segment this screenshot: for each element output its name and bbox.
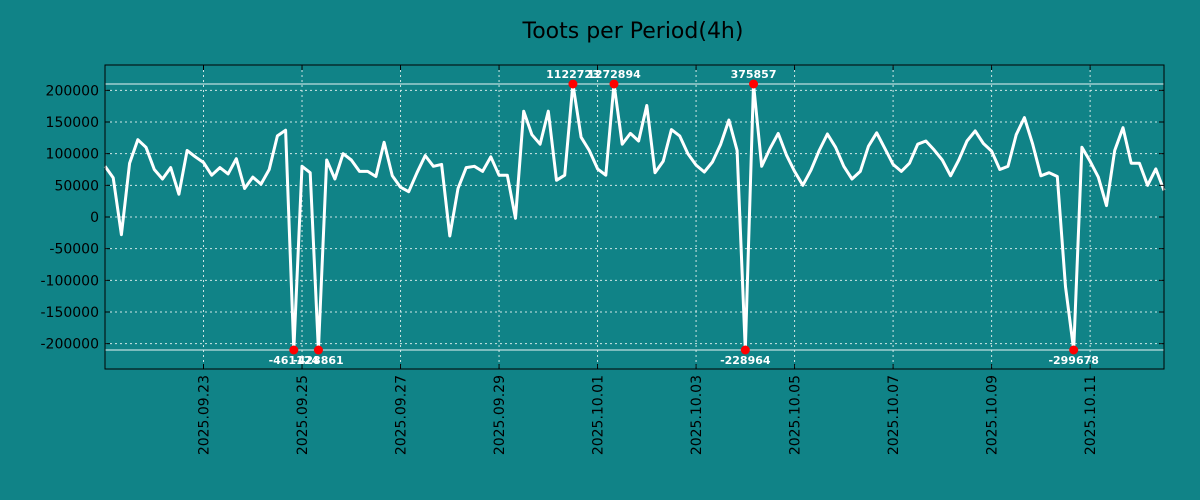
grid xyxy=(105,65,1164,369)
y-tick-label: -200000 xyxy=(41,337,100,353)
x-axis-ticks: 2025.09.23 2025.09.25 2025.09.27 2025.09.29… xyxy=(197,65,1099,455)
x-tick-label: 2025.10.01 xyxy=(591,375,607,455)
y-tick-label: -150000 xyxy=(41,305,100,321)
outlier-markers xyxy=(289,79,1079,355)
x-tick-label: 2025.09.23 xyxy=(197,375,213,455)
series-line-toots xyxy=(103,82,1166,352)
y-tick-label: -50000 xyxy=(49,242,99,258)
outlier-label: -461124 xyxy=(269,354,320,367)
outlier-label: 375857 xyxy=(731,68,777,81)
x-tick-label: 2025.10.07 xyxy=(886,375,902,455)
outlier-label: 1122723 xyxy=(546,68,600,81)
outlier-marker xyxy=(740,345,750,355)
plot-frame xyxy=(104,64,1165,370)
chart-title: Toots per Period(4h) xyxy=(522,19,744,44)
outlier-marker xyxy=(749,79,759,89)
outlier-marker xyxy=(313,345,323,355)
y-tick-label: -100000 xyxy=(41,273,100,289)
outlier-marker xyxy=(609,79,619,89)
outlier-marker xyxy=(289,345,299,355)
x-tick-label: 2025.10.03 xyxy=(689,375,705,455)
x-tick-label: 2025.10.05 xyxy=(788,375,804,455)
outlier-label: -228964 xyxy=(720,354,771,367)
outlier-marker xyxy=(1069,345,1079,355)
y-tick-label: 100000 xyxy=(46,147,99,163)
series-line-group xyxy=(103,82,1166,352)
y-tick-label: 0 xyxy=(90,210,99,226)
x-tick-label: 2025.09.27 xyxy=(394,375,410,455)
x-tick-label: 2025.10.11 xyxy=(1083,375,1099,455)
outlier-label: -299678 xyxy=(1048,354,1099,367)
y-axis-ticks: -200000 -150000 -100000 -50000 0 50000 100000 1… xyxy=(41,83,1164,353)
x-tick-label: 2025.10.09 xyxy=(985,375,1001,455)
y-tick-label: 200000 xyxy=(46,83,99,99)
outlier-marker xyxy=(568,79,578,89)
clip-reference-lines xyxy=(105,83,1164,351)
x-tick-label: 2025.09.25 xyxy=(295,375,311,455)
y-tick-label: 50000 xyxy=(54,178,99,194)
x-tick-label: 2025.09.29 xyxy=(492,375,508,455)
outlier-label: -428861 xyxy=(293,354,344,367)
y-tick-label: 150000 xyxy=(46,115,99,131)
outlier-label: 1272894 xyxy=(587,68,641,81)
